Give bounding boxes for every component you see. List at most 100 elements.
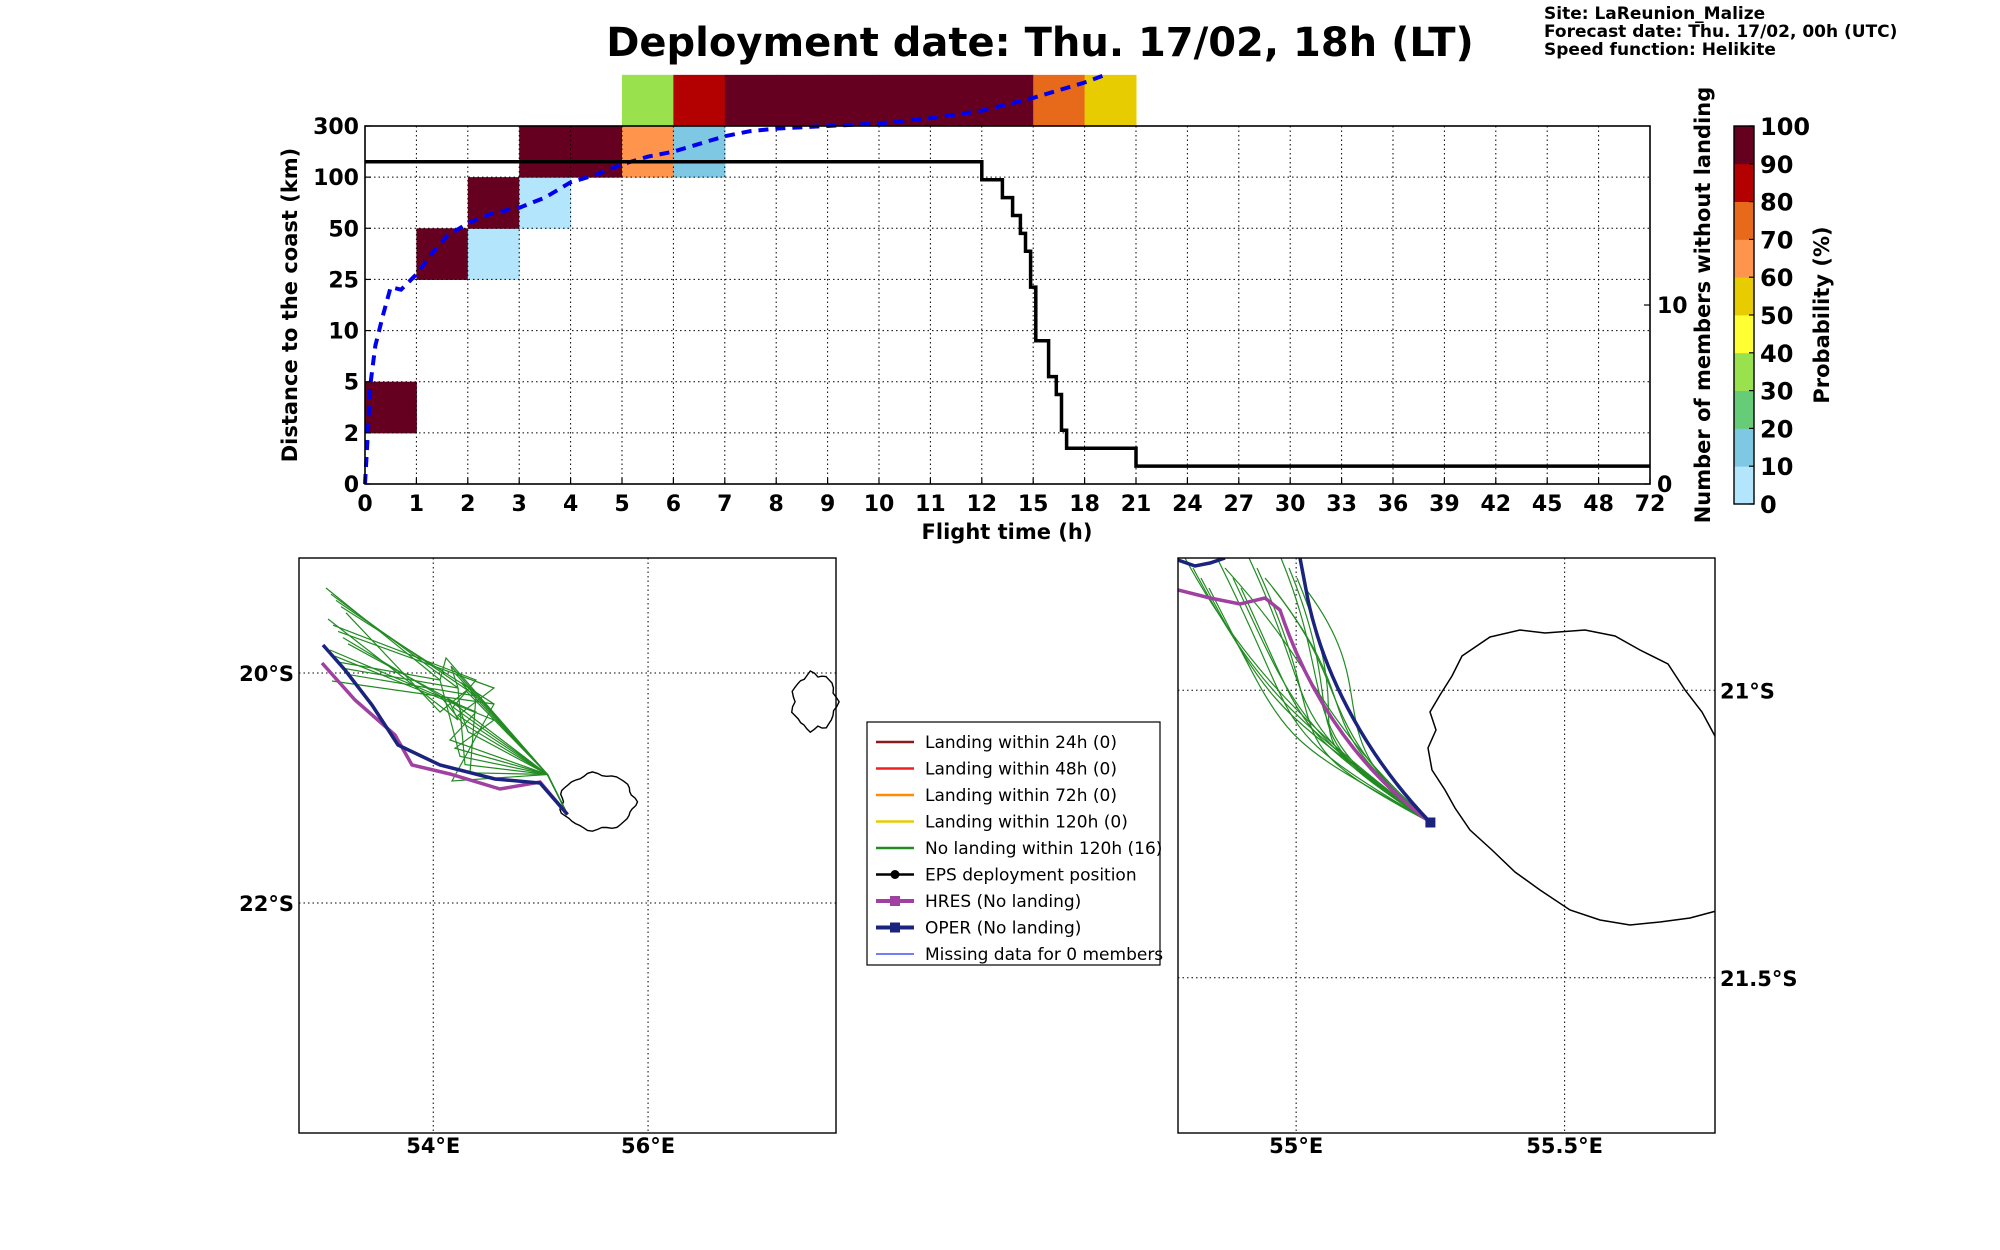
y-tick-label: 5: [344, 371, 359, 396]
x-tick-label: 36: [1378, 492, 1409, 517]
heatmap-cell: [1033, 74, 1086, 127]
map-overview-frame: [298, 557, 837, 1134]
colorbar-tick-label: 50: [1760, 302, 1793, 330]
heatmap-cell: [416, 228, 469, 280]
x-tick-label: 42: [1480, 492, 1511, 517]
colorbar-band: [1734, 315, 1754, 354]
map-overview-ticks: 54°E 56°E 20°S 22°S: [239, 662, 675, 1158]
colorbar-tick-label: 80: [1760, 189, 1793, 217]
legend-label: HRES (No landing): [925, 892, 1081, 912]
x-tick-label: 7: [717, 492, 732, 517]
heatmap-cell: [1084, 74, 1137, 127]
legend-item: Missing data for 0 members: [876, 945, 1163, 965]
heatmap-cells: [365, 74, 1137, 434]
x-tick-label: 48: [1583, 492, 1614, 517]
legend-swatch-square: [890, 896, 900, 906]
x-tick-label: 45: [1532, 492, 1563, 517]
colorbar-band: [1734, 390, 1754, 429]
x-tick-label: 8: [769, 492, 784, 517]
heatmap-cell: [724, 74, 777, 127]
heatmap-cell: [622, 74, 674, 127]
heatmap-cell: [930, 74, 983, 127]
map-zoom-coastline: [1427, 629, 1715, 926]
eps-member-track: [1296, 577, 1431, 824]
mauritius-coastline: [790, 670, 840, 734]
y-tick-label: 25: [328, 268, 359, 293]
heatmap-cell: [981, 74, 1034, 127]
colorbar-tick-label: 100: [1760, 113, 1810, 141]
map-zoom: 55°E 55.5°E 21°S 21.5°S: [1177, 557, 1797, 1158]
heatmap-cell: [467, 228, 520, 280]
legend: Landing within 24h (0) Landing within 48h…: [866, 721, 1163, 966]
heatmap-series: [363, 73, 1650, 485]
heatmap-cell: [827, 74, 880, 127]
reunion-coastline-zoom: [1427, 629, 1715, 926]
colorbar-tick-label: 20: [1760, 415, 1793, 443]
heatmap-cell: [365, 381, 417, 434]
info-speed-function: Speed function: Helikite: [1544, 40, 1776, 60]
heatmap-cell: [673, 74, 726, 127]
colorbar-tick-label: 60: [1760, 264, 1793, 292]
series-members-without-landing-line: [365, 160, 1650, 468]
oper-track: [321, 643, 569, 816]
legend-label: No landing within 120h (16): [925, 839, 1162, 859]
x-tick-label: 30: [1275, 492, 1306, 517]
heatmap-cell: [519, 177, 572, 229]
x-tick-label: 72: [1635, 492, 1666, 517]
eps-member-track: [1200, 577, 1431, 823]
legend-item: Landing within 24h (0): [876, 733, 1117, 753]
y-tick-label: 2: [344, 422, 359, 447]
eps-member-track: [1232, 577, 1431, 823]
legend-label: Landing within 24h (0): [925, 733, 1117, 753]
eps-member-track: [1264, 577, 1431, 823]
legend-frame: [866, 721, 1161, 966]
map-lon-label: 56°E: [621, 1134, 675, 1158]
hres-track: [1178, 588, 1432, 824]
eps-member-track: [342, 637, 569, 815]
colorbar-bands: [1734, 126, 1754, 505]
colorbar: 0 10 20 30 40 50 60 70 80 90 100 Probability (%): [1733, 113, 1834, 519]
eps-member-track: [331, 680, 569, 815]
x-tick-label: 15: [1018, 492, 1049, 517]
x-tick-label: 27: [1223, 492, 1254, 517]
x-tick-label: 0: [357, 492, 372, 517]
map-lat-label: 20°S: [239, 662, 294, 686]
eps-member-track: [1256, 567, 1431, 824]
x-axis-label: Flight time (h): [922, 520, 1093, 544]
eps-member-track: [337, 630, 569, 815]
eps-member-track: [1208, 587, 1431, 824]
heatmap-cell: [776, 74, 829, 127]
legend-label: OPER (No landing): [925, 919, 1081, 939]
map-lon-label: 54°E: [406, 1134, 460, 1158]
legend-swatch-square: [890, 922, 900, 933]
colorbar-tick-label: 70: [1760, 226, 1793, 254]
map-lon-label: 55°E: [1269, 1134, 1323, 1158]
x-tick-label: 10: [864, 492, 895, 517]
x-tick-label: 18: [1069, 492, 1100, 517]
heatmap-cell: [519, 126, 572, 178]
eps-member-track: [1272, 587, 1431, 823]
colorbar-band: [1734, 428, 1754, 467]
y2-tick-label: 0: [1657, 473, 1672, 498]
legend-label: Missing data for 0 members: [925, 945, 1163, 965]
legend-item: Landing within 48h (0): [876, 760, 1117, 780]
x-tick-label: 2: [460, 492, 475, 517]
x-tick-label: 9: [820, 492, 835, 517]
legend-item: HRES (No landing): [876, 892, 1081, 912]
colorbar-tick-label: 10: [1760, 453, 1793, 481]
y2-axis-ticks: 0 10: [1644, 294, 1688, 498]
map-zoom-tracks: [1178, 558, 1436, 828]
colorbar-tick-label: 90: [1760, 151, 1793, 179]
x-tick-label: 3: [512, 492, 527, 517]
x-tick-label: 4: [563, 492, 578, 517]
colorbar-band: [1734, 201, 1754, 240]
legend-item: Landing within 120h (0): [876, 813, 1128, 833]
eps-member-track: [1248, 558, 1431, 823]
colorbar-tick-label: 40: [1760, 340, 1793, 368]
legend-label: Landing within 48h (0): [925, 760, 1117, 780]
reunion-coastline: [559, 771, 639, 832]
heatmap-cell: [570, 126, 623, 178]
info-site: Site: LaReunion_Malize: [1544, 4, 1765, 24]
